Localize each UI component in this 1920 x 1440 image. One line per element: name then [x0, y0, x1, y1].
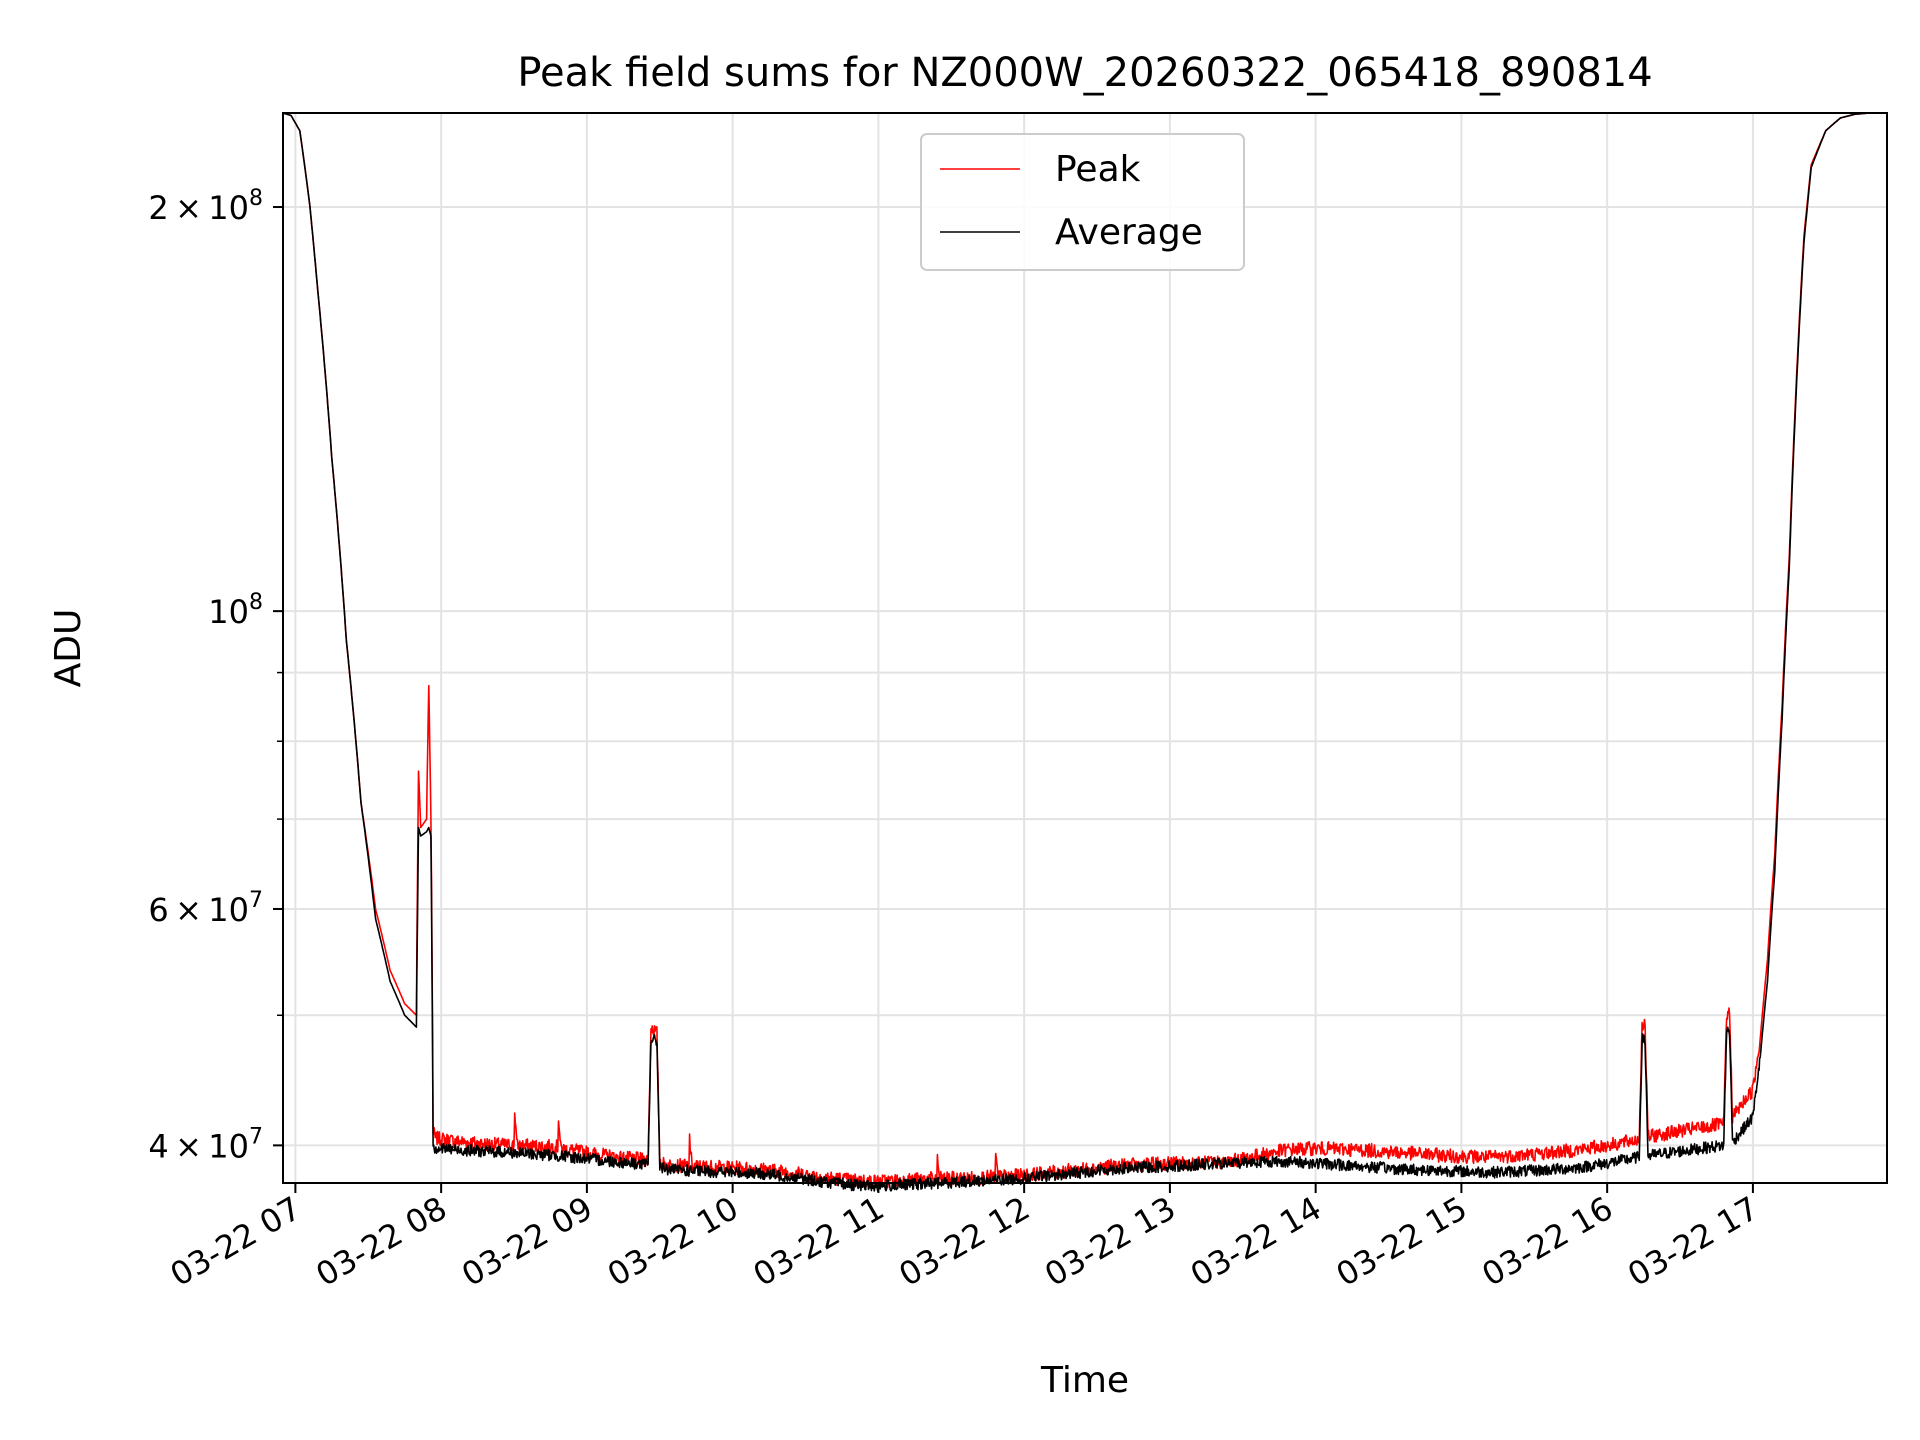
legend-box	[920, 133, 1245, 271]
x-axis-label: Time	[1040, 1360, 1129, 1401]
legend-label-peak: Peak	[1055, 149, 1141, 190]
y-tick-label: 6 × 107	[148, 888, 263, 929]
legend: Peak Average	[920, 133, 1245, 271]
y-tick-label: 108	[208, 590, 263, 631]
y-tick-label: 2 × 108	[148, 186, 263, 227]
legend-label-average: Average	[1055, 212, 1203, 253]
y-axis-label: ADU	[48, 609, 89, 688]
y-tick-label: 4 × 107	[148, 1124, 263, 1165]
plot-frame	[282, 112, 1888, 1184]
series-line-average	[282, 112, 1888, 1192]
grid	[283, 113, 1887, 1183]
series-layer	[282, 112, 1888, 1192]
chart-title: Peak field sums for NZ000W_20260322_0654…	[517, 50, 1652, 96]
y-axis: 4 × 107 6 × 107 108 2 × 108	[148, 186, 283, 1165]
